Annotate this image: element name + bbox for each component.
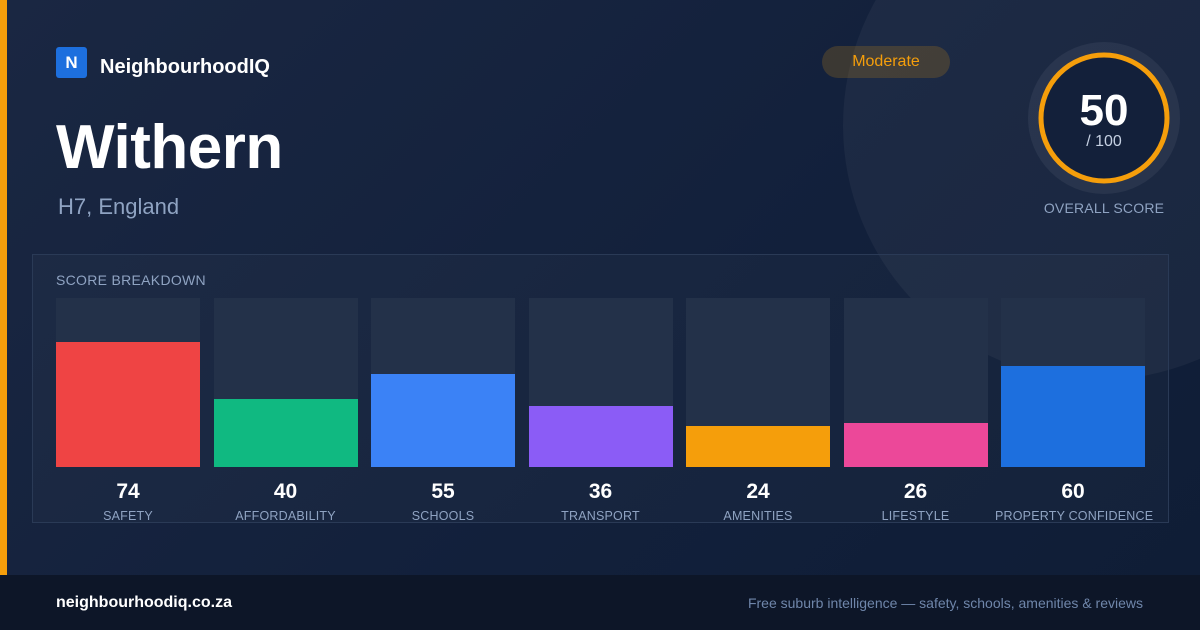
bar-value: 24 <box>746 480 770 503</box>
bar-track <box>371 298 515 467</box>
overall-score-max: / 100 <box>1086 133 1122 150</box>
brand[interactable]: N NeighbourhoodIQ <box>56 46 270 79</box>
bar-value: 40 <box>273 480 298 503</box>
bar-label: AFFORDABILITY <box>235 509 336 523</box>
bar-track <box>56 298 200 467</box>
share-card: N NeighbourhoodIQ Withern H7, England Mo… <box>0 0 1200 575</box>
bar-label: LIFESTYLE <box>881 509 950 523</box>
accent-bar <box>0 0 7 575</box>
brand-logo-icon: N <box>56 47 87 78</box>
bar-track <box>843 298 988 467</box>
bar-fill <box>528 406 673 467</box>
bar-value: 60 <box>1061 480 1085 503</box>
bar-track <box>686 298 830 467</box>
breakdown-item-schools: 55 SCHOOLS <box>371 298 515 524</box>
footer-tagline: Free suburb intelligence — safety, schoo… <box>747 595 1143 611</box>
bar-label: TRANSPORT <box>561 509 640 523</box>
footer-domain-link[interactable]: neighbourhoodiq.co.za <box>56 594 232 611</box>
brand-name: NeighbourhoodIQ <box>100 56 270 78</box>
bar-fill <box>1001 365 1145 467</box>
bar-value: 55 <box>431 480 455 503</box>
breakdown-item-lifestyle: 26 LIFESTYLE <box>843 298 988 524</box>
bar-value: 36 <box>588 480 613 503</box>
bar-value: 74 <box>116 480 140 503</box>
location-region: H7, England <box>58 194 180 219</box>
bar-label: PROPERTY CONFIDENCE <box>995 509 1154 523</box>
rating-badge: Moderate <box>822 46 950 78</box>
bar-fill <box>686 426 830 467</box>
bar-fill <box>213 399 358 467</box>
bar-label: AMENITIES <box>723 509 793 523</box>
breakdown-item-affordability: 40 AFFORDABILITY <box>213 298 358 524</box>
bar-track <box>213 298 358 467</box>
score-ring-icon <box>1028 42 1180 194</box>
breakdown-item-transport: 36 TRANSPORT <box>528 298 673 524</box>
footer: neighbourhoodiq.co.za Free suburb intell… <box>0 575 1200 630</box>
breakdown-item-amenities: 24 AMENITIES <box>686 298 830 524</box>
overall-score-ring: 50 / 100 <box>1028 42 1180 194</box>
breakdown-title: SCORE BREAKDOWN <box>56 272 206 288</box>
bar-fill <box>843 423 988 467</box>
breakdown-item-safety: 74 SAFETY <box>56 298 200 524</box>
bar-value: 26 <box>903 480 928 503</box>
bar-label: SCHOOLS <box>411 509 475 523</box>
page-title: Withern <box>56 113 283 182</box>
bar-label: SAFETY <box>103 509 153 523</box>
bar-fill <box>371 374 515 467</box>
breakdown-item-property-confidence: 60 PROPERTY CONFIDENCE <box>995 298 1153 524</box>
bar-fill <box>56 341 200 467</box>
bar-track <box>1001 298 1145 467</box>
overall-score-value: 50 <box>1079 86 1129 135</box>
overall-score-caption: OVERALL SCORE <box>1043 200 1165 216</box>
score-breakdown-panel: SCORE BREAKDOWN 74 SAFETY 40 AFFORDABILITY 5… <box>32 254 1169 523</box>
bar-track <box>528 298 673 467</box>
